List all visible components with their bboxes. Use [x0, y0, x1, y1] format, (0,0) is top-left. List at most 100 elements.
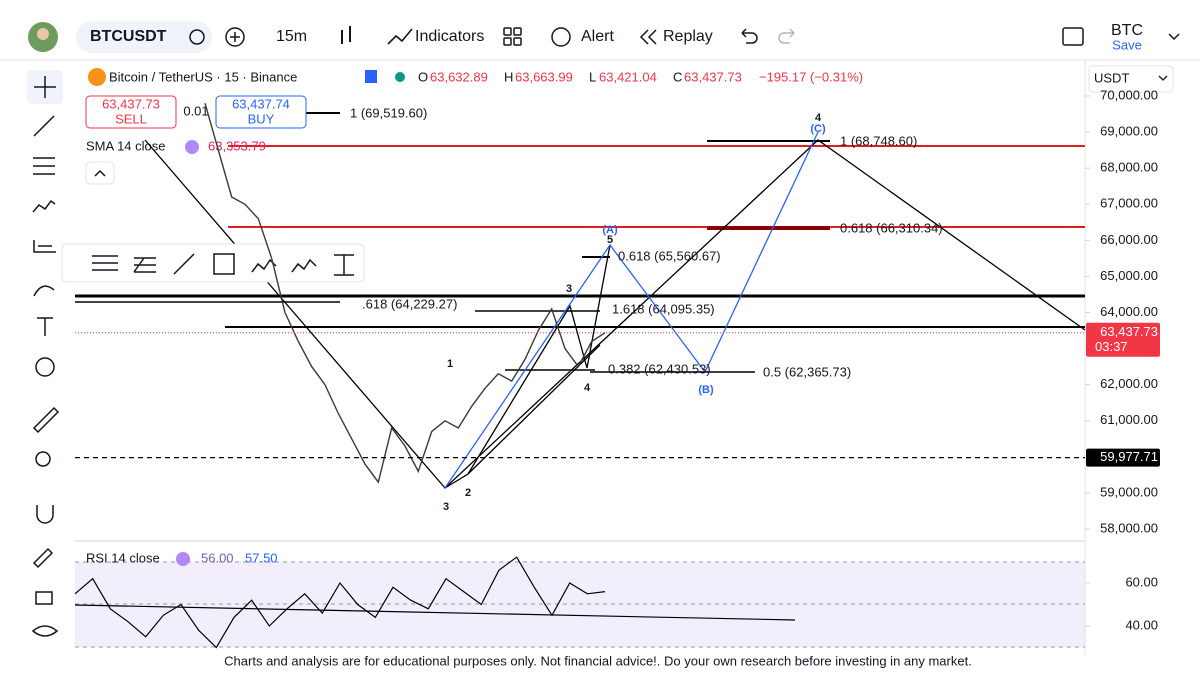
ftool[interactable]	[334, 254, 354, 276]
ftool[interactable]	[213, 253, 235, 275]
icon-alert[interactable]	[551, 27, 571, 47]
legend-title: Bitcoin / TetherUS · 15 · Binance	[109, 69, 297, 84]
currency[interactable]: USDT	[1094, 70, 1129, 85]
price-tick-label: 68,000.00	[1100, 160, 1158, 175]
indicators-button[interactable]: Indicators	[415, 28, 484, 45]
avatar-face	[37, 28, 49, 40]
icon-indicators[interactable]	[387, 28, 413, 45]
icon-templates[interactable]	[503, 27, 522, 46]
icon-add[interactable]	[225, 27, 245, 47]
icon-symbol[interactable]	[189, 29, 205, 45]
icon-add-plus	[230, 32, 240, 42]
rsi-ma-value: 57.50	[245, 550, 278, 565]
ftool[interactable]	[92, 255, 118, 271]
tool-magnet[interactable]	[36, 505, 54, 524]
price-tick-label: 70,000.00	[1100, 87, 1158, 102]
ftool[interactable]	[291, 258, 317, 273]
ftool[interactable]	[133, 257, 156, 273]
replay-button[interactable]: Replay	[663, 28, 713, 45]
sell-label[interactable]: SELL	[115, 111, 147, 126]
legend-open: 63,632.89	[430, 69, 488, 84]
interval[interactable]: 15m	[276, 28, 307, 45]
wave-label: 4	[584, 382, 591, 394]
marker-label: 59,977.71	[1100, 449, 1158, 464]
save[interactable]: Save	[1112, 37, 1142, 52]
tool-forecast[interactable]	[33, 240, 56, 253]
tool-trendline[interactable]	[33, 115, 55, 137]
fib-label: 0.382 (62,430.53)	[608, 361, 711, 376]
price-tick-label: 58,000.00	[1100, 520, 1158, 535]
legend-open-label: O	[418, 69, 428, 84]
price-tick-label: 62,000.00	[1100, 376, 1158, 391]
last-price-tag	[1086, 322, 1160, 357]
sma-value: 63,353.79	[208, 138, 266, 153]
wave-label: (B)	[698, 384, 714, 396]
redo[interactable]	[778, 28, 795, 44]
countdown: 03:37	[1095, 339, 1128, 354]
sell-button[interactable]	[85, 95, 177, 129]
wave-label: (A)	[602, 224, 618, 236]
tool-eye[interactable]	[31, 625, 59, 637]
icon-candles[interactable]	[341, 26, 351, 44]
sma-icon[interactable]	[185, 140, 199, 154]
sma-label: SMA 14 close	[86, 138, 166, 153]
tool-lock-draw[interactable]	[32, 547, 54, 569]
tool-lock[interactable]	[35, 591, 53, 605]
price-tick-label: 66,000.00	[1100, 232, 1158, 247]
tool-fib[interactable]	[33, 157, 55, 175]
tool-text[interactable]	[37, 317, 53, 336]
price-tick-label: 64,000.00	[1100, 304, 1158, 319]
tool-emoji[interactable]	[35, 357, 55, 377]
symbol-box[interactable]	[76, 21, 212, 53]
tool-brush[interactable]	[33, 285, 55, 297]
undo[interactable]	[741, 28, 758, 44]
currency-select[interactable]	[1088, 65, 1174, 93]
flag[interactable]	[365, 70, 377, 83]
buy-button[interactable]	[215, 95, 307, 129]
legend-high-label: H	[504, 69, 513, 84]
tool-zoom[interactable]	[35, 451, 51, 467]
layout-icon[interactable]	[1062, 27, 1084, 46]
fib-label: 1 (69,519.60)	[350, 105, 427, 120]
legend-change: −195.17 (−0.31%)	[759, 69, 863, 84]
rsi-icon[interactable]	[176, 552, 190, 566]
icon-replay[interactable]	[639, 29, 657, 45]
rsi-tick-label: 60.00	[1125, 574, 1158, 589]
tool-patterns[interactable]	[32, 199, 56, 213]
sell-price[interactable]: 63,437.73	[102, 96, 160, 111]
price-line	[204, 103, 606, 484]
wave-label: 5	[607, 234, 613, 246]
layout-name[interactable]: BTC	[1111, 22, 1143, 39]
rsi-tick-label: 40.00	[1125, 617, 1158, 632]
alert-button[interactable]: Alert	[581, 28, 614, 45]
layout-menu[interactable]	[1168, 33, 1180, 41]
tool-ruler[interactable]	[32, 406, 60, 434]
legend-low: 63,421.04	[599, 69, 657, 84]
ftool[interactable]	[173, 253, 195, 275]
drawings	[75, 112, 1086, 489]
rsi-value: 56.00	[201, 550, 234, 565]
buy-label[interactable]: BUY	[248, 111, 275, 126]
tool-crosshair[interactable]	[34, 76, 56, 98]
legend-high: 63,663.99	[515, 69, 573, 84]
symbol[interactable]: BTCUSDT	[90, 28, 167, 45]
legend-close: 63,437.73	[684, 69, 742, 84]
price-tick-label: 69,000.00	[1100, 124, 1158, 139]
buy-price[interactable]: 63,437.74	[232, 96, 290, 111]
fib-label: 0.618 (65,560.67)	[618, 248, 721, 263]
fib-label: 1.618 (64,095.35)	[612, 301, 715, 316]
rsi-line	[74, 556, 606, 649]
legend-close-label: C	[673, 69, 682, 84]
price-tick-label: 61,000.00	[1100, 412, 1158, 427]
fib-label: 0.618 (66,310.34)	[840, 220, 943, 235]
collapse-icon	[94, 169, 106, 177]
wave-label: 3	[566, 283, 572, 295]
wave-label: (C)	[810, 123, 826, 135]
price-tick-label: 59,000.00	[1100, 484, 1158, 499]
market-status	[395, 72, 405, 82]
collapse-legend[interactable]	[85, 161, 115, 185]
wave-label: 1	[447, 358, 453, 370]
quantity[interactable]: 0.01	[183, 103, 208, 118]
currency-arrow	[1158, 75, 1168, 81]
